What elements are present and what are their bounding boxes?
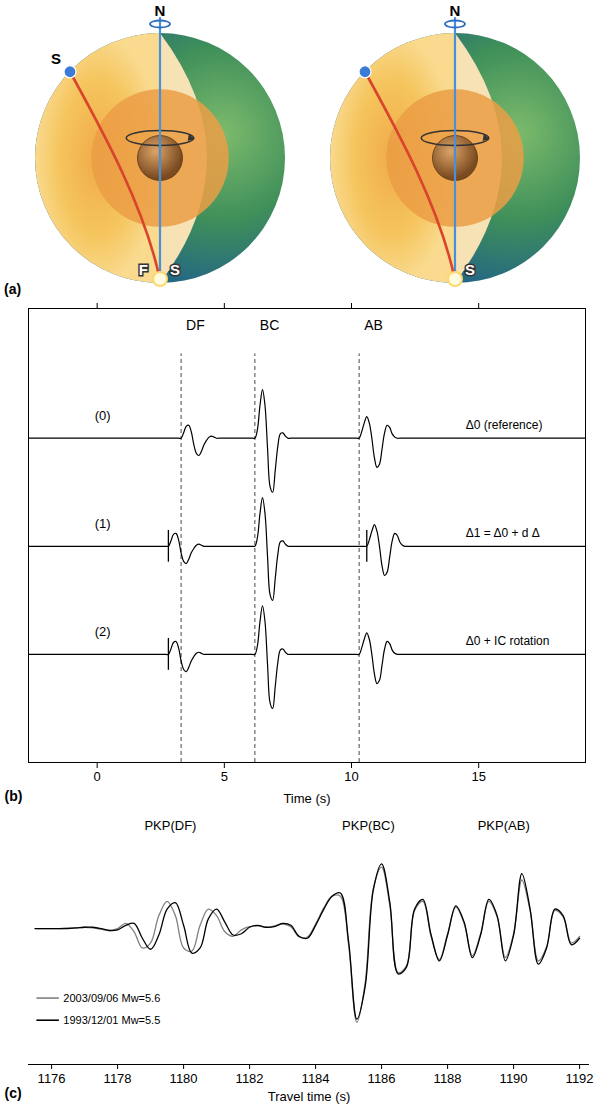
svg-text:1186: 1186 bbox=[368, 1071, 396, 1086]
svg-text:Δ0 (reference): Δ0 (reference) bbox=[466, 418, 543, 432]
svg-text:S: S bbox=[465, 261, 475, 278]
svg-text:5: 5 bbox=[221, 769, 228, 784]
svg-text:1184: 1184 bbox=[302, 1071, 330, 1086]
svg-text:(a): (a) bbox=[4, 281, 21, 297]
svg-text:PKP(DF): PKP(DF) bbox=[144, 818, 196, 833]
svg-text:2003/09/06 Mw=5.6: 2003/09/06 Mw=5.6 bbox=[63, 992, 160, 1004]
svg-text:F: F bbox=[139, 261, 148, 278]
svg-text:N: N bbox=[450, 2, 461, 19]
svg-text:Time (s): Time (s) bbox=[283, 791, 330, 806]
svg-text:S: S bbox=[51, 50, 61, 67]
svg-text:1182: 1182 bbox=[236, 1071, 264, 1086]
svg-text:1188: 1188 bbox=[434, 1071, 462, 1086]
svg-text:Δ1 = Δ0 + d Δ: Δ1 = Δ0 + d Δ bbox=[466, 526, 540, 540]
svg-text:1993/12/01 Mw=5.5: 1993/12/01 Mw=5.5 bbox=[63, 1014, 160, 1026]
svg-text:(c): (c) bbox=[5, 1085, 22, 1101]
svg-text:15: 15 bbox=[471, 769, 485, 784]
svg-text:AB: AB bbox=[364, 317, 383, 333]
svg-text:1178: 1178 bbox=[104, 1071, 132, 1086]
svg-text:0: 0 bbox=[94, 769, 101, 784]
svg-text:(b): (b) bbox=[5, 788, 23, 804]
svg-text:PKP(AB): PKP(AB) bbox=[478, 818, 530, 833]
svg-text:Δ0 + IC rotation: Δ0 + IC rotation bbox=[466, 634, 550, 648]
svg-text:(2): (2) bbox=[95, 624, 111, 639]
svg-text:(0): (0) bbox=[95, 408, 111, 423]
svg-text:1192: 1192 bbox=[566, 1071, 594, 1086]
svg-text:PKP(BC): PKP(BC) bbox=[342, 818, 395, 833]
svg-text:S: S bbox=[170, 261, 180, 278]
svg-text:N: N bbox=[155, 2, 166, 19]
svg-text:DF: DF bbox=[186, 317, 205, 333]
svg-text:1176: 1176 bbox=[38, 1071, 66, 1086]
svg-text:BC: BC bbox=[260, 317, 279, 333]
svg-text:10: 10 bbox=[344, 769, 358, 784]
svg-text:1180: 1180 bbox=[170, 1071, 198, 1086]
svg-text:1190: 1190 bbox=[500, 1071, 528, 1086]
svg-text:(1): (1) bbox=[95, 516, 111, 531]
svg-text:Travel time (s): Travel time (s) bbox=[268, 1089, 351, 1104]
